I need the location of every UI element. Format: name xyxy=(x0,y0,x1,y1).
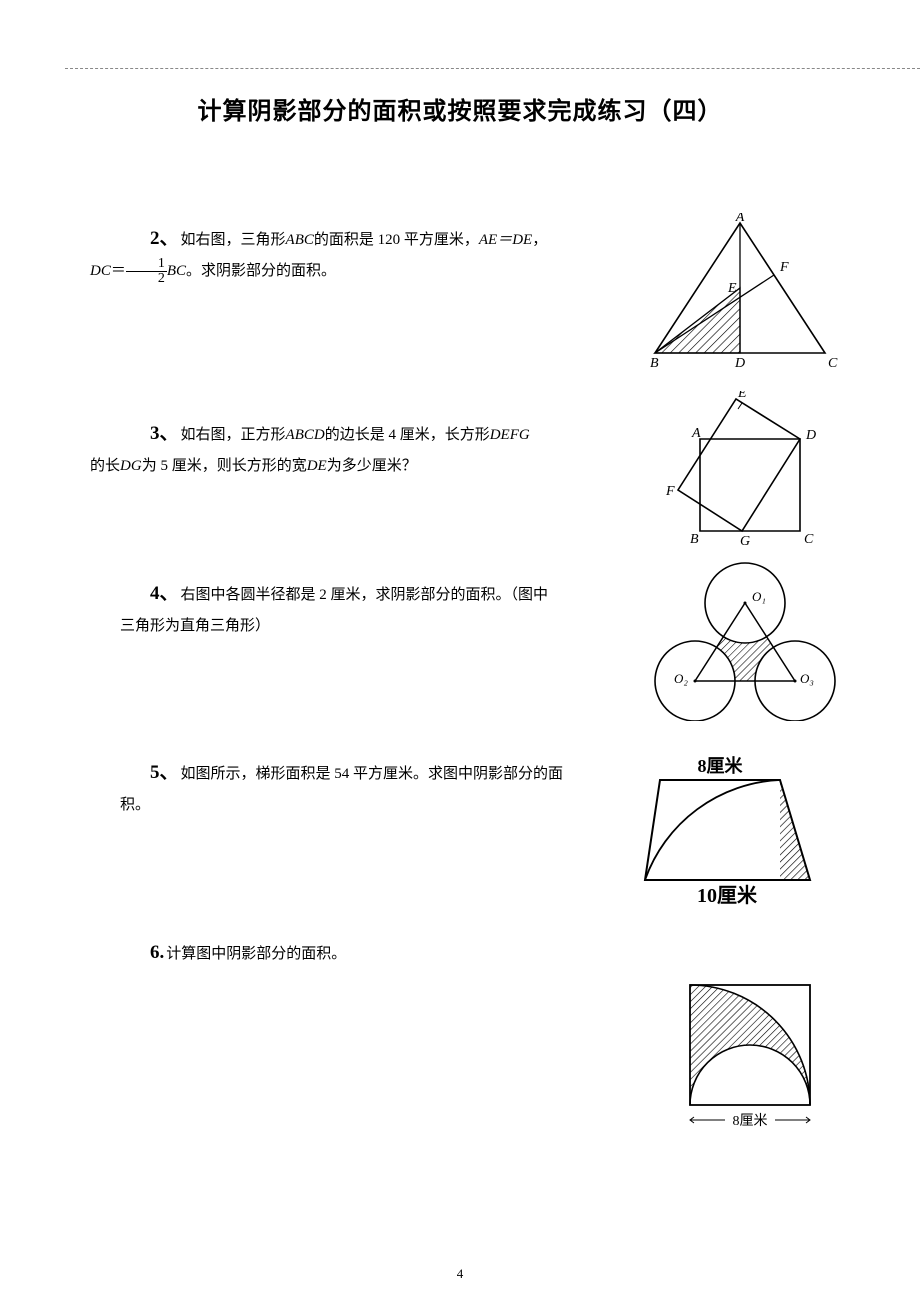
svg-text:D: D xyxy=(734,356,745,371)
svg-text:G: G xyxy=(740,534,750,549)
problem-3-text: 3、如右图，正方形ABCD的边长是 4 厘米，长方形DEFG 的长DG为 5 厘… xyxy=(120,416,550,481)
problem-6-text: 6.计算图中阴影部分的面积。 xyxy=(120,935,550,971)
problem-number: 4、 xyxy=(150,583,179,604)
svg-text:E: E xyxy=(737,391,747,401)
svg-text:C: C xyxy=(804,532,814,547)
problem-4-text: 4、右图中各圆半径都是 2 厘米，求阴影部分的面积。（图中三角形为直角三角形） xyxy=(120,576,550,641)
svg-text:O₁: O₁ xyxy=(752,589,766,604)
problem-number: 3、 xyxy=(150,423,179,444)
problem-2-figure: A B D C E F xyxy=(640,213,840,378)
square-arcs-figure: 8厘米 xyxy=(670,965,830,1135)
svg-text:8厘米: 8厘米 xyxy=(698,755,744,776)
svg-text:O₂: O₂ xyxy=(674,671,688,686)
problem-number: 2、 xyxy=(150,228,179,249)
problem-2: 2、如右图，三角形ABC的面积是 120 平方厘米，AE＝DE， DC＝12BC… xyxy=(120,221,800,286)
svg-text:B: B xyxy=(690,532,699,547)
svg-text:A: A xyxy=(691,426,701,441)
svg-text:F: F xyxy=(665,484,675,499)
top-rule xyxy=(65,68,920,69)
page-number: 4 xyxy=(0,1266,920,1282)
page-title: 计算阴影部分的面积或按照要求完成练习（四） xyxy=(120,91,800,126)
svg-text:10厘米: 10厘米 xyxy=(697,884,758,907)
square-rect-figure: A B C D E F G xyxy=(660,391,830,551)
svg-text:C: C xyxy=(828,356,838,371)
problem-3-figure: A B C D E F G xyxy=(660,391,830,556)
problem-5-figure: 8厘米 10厘米 xyxy=(630,750,830,915)
svg-text:8厘米: 8厘米 xyxy=(733,1113,768,1129)
svg-text:O₃: O₃ xyxy=(800,671,814,686)
trapezoid-figure: 8厘米 10厘米 xyxy=(630,750,830,910)
problem-number: 6. xyxy=(150,942,164,963)
triangle-figure: A B D C E F xyxy=(640,213,840,373)
svg-text:E: E xyxy=(727,281,737,296)
svg-text:B: B xyxy=(650,356,659,371)
svg-text:F: F xyxy=(779,260,789,275)
problem-3: 3、如右图，正方形ABCD的边长是 4 厘米，长方形DEFG 的长DG为 5 厘… xyxy=(120,416,800,481)
problem-5: 5、如图所示，梯形面积是 54 平方厘米。求图中阴影部分的面积。 xyxy=(120,755,800,820)
problem-2-text: 2、如右图，三角形ABC的面积是 120 平方厘米，AE＝DE， DC＝12BC… xyxy=(120,221,550,286)
problem-5-text: 5、如图所示，梯形面积是 54 平方厘米。求图中阴影部分的面积。 xyxy=(120,755,580,820)
svg-text:A: A xyxy=(735,213,745,225)
problem-6-figure: 8厘米 xyxy=(670,965,830,1140)
svg-text:D: D xyxy=(805,428,816,443)
problem-number: 5、 xyxy=(150,762,179,783)
worksheet-page: 计算阴影部分的面积或按照要求完成练习（四） 2、如右图，三角形ABC的面积是 1… xyxy=(0,0,920,1302)
problem-4: 4、右图中各圆半径都是 2 厘米，求阴影部分的面积。（图中三角形为直角三角形） xyxy=(120,576,800,641)
problem-4-figure: O₁ O₂ O₃ xyxy=(640,561,850,726)
three-circles-figure: O₁ O₂ O₃ xyxy=(640,561,850,721)
problem-6: 6.计算图中阴影部分的面积。 xyxy=(120,935,800,971)
